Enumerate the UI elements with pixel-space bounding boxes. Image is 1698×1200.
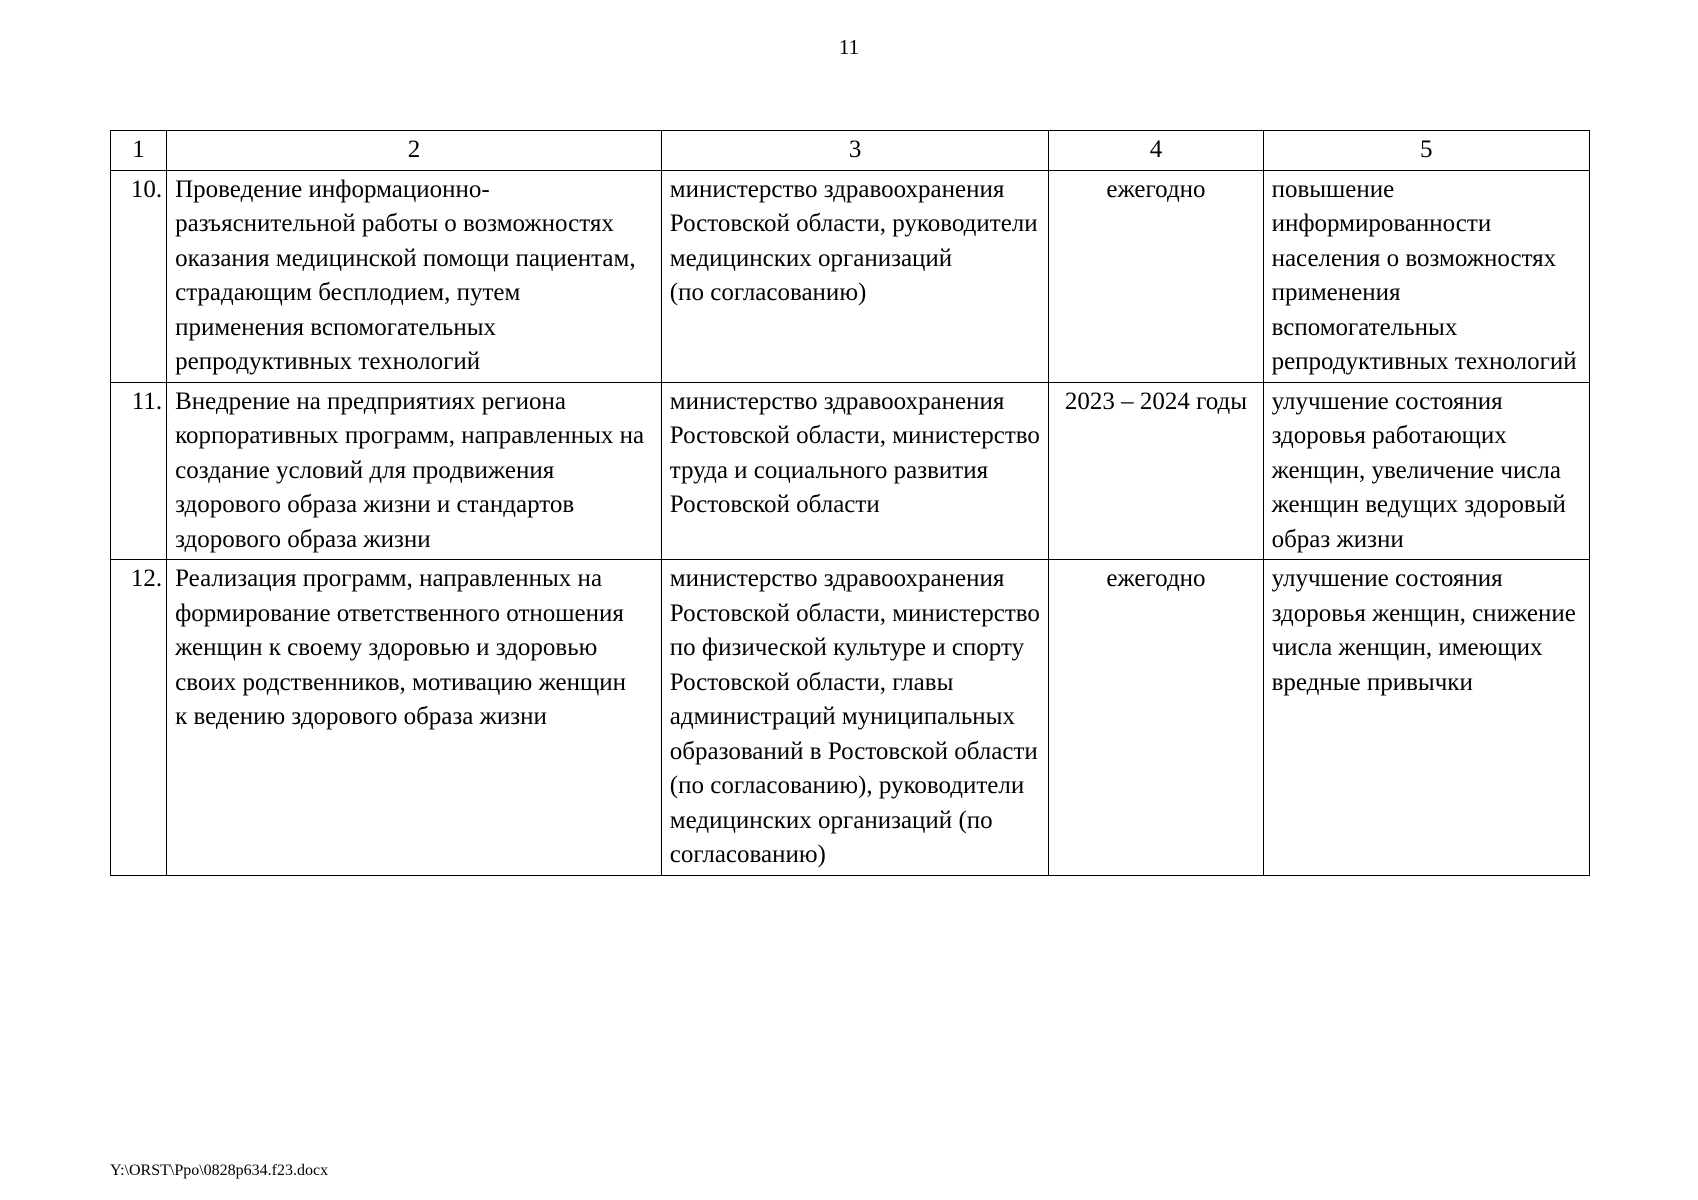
header-cell-5: 5 — [1263, 131, 1589, 171]
row-col5: улучшение состояния здоровья женщин, сни… — [1263, 560, 1589, 876]
row-col4: ежегодно — [1049, 170, 1263, 382]
table-container: 1 2 3 4 5 10. Проведение информационно-р… — [110, 130, 1590, 876]
data-table: 1 2 3 4 5 10. Проведение информационно-р… — [110, 130, 1590, 876]
row-col2: Реализация программ, направленных на фор… — [167, 560, 662, 876]
row-num: 11. — [111, 382, 167, 560]
header-cell-4: 4 — [1049, 131, 1263, 171]
footer-path: Y:\ORST\Ppo\0828p634.f23.docx — [110, 1162, 328, 1180]
table-row: 12. Реализация программ, направленных на… — [111, 560, 1590, 876]
row-col4: ежегодно — [1049, 560, 1263, 876]
row-col5: повышение информированности населения о … — [1263, 170, 1589, 382]
row-col3: министерство здравоохранения Ростовской … — [661, 170, 1049, 382]
table-row: 10. Проведение информационно-разъяснител… — [111, 170, 1590, 382]
header-cell-2: 2 — [167, 131, 662, 171]
row-col4: 2023 – 2024 годы — [1049, 382, 1263, 560]
header-cell-3: 3 — [661, 131, 1049, 171]
header-cell-1: 1 — [111, 131, 167, 171]
row-col3: министерство здравоохранения Ростовской … — [661, 560, 1049, 876]
page-number: 11 — [839, 35, 859, 60]
row-num: 12. — [111, 560, 167, 876]
row-col2: Проведение информационно-разъяснительной… — [167, 170, 662, 382]
row-col2: Внедрение на предприятиях региона корпор… — [167, 382, 662, 560]
table-row: 11. Внедрение на предприятиях региона ко… — [111, 382, 1590, 560]
table-header-row: 1 2 3 4 5 — [111, 131, 1590, 171]
row-num: 10. — [111, 170, 167, 382]
row-col3: министерство здравоохранения Ростовской … — [661, 382, 1049, 560]
row-col5: улучшение состояния здоровья работающих … — [1263, 382, 1589, 560]
